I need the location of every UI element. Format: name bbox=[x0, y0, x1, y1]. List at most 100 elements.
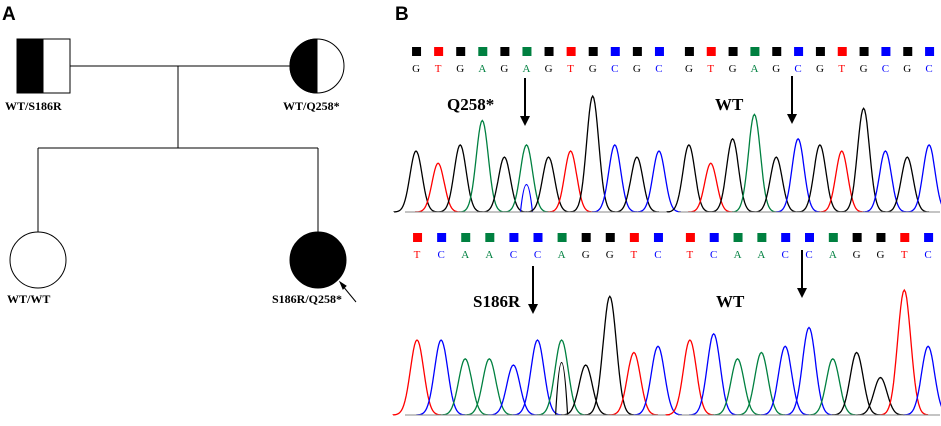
trace-peak bbox=[547, 150, 593, 213]
trace-peak bbox=[569, 94, 615, 213]
base-quality-marker bbox=[757, 233, 767, 242]
trace-peak bbox=[560, 364, 610, 416]
base-call: T bbox=[838, 63, 845, 75]
base-quality-marker bbox=[925, 47, 935, 56]
base-call: C bbox=[782, 249, 789, 261]
base-call: A bbox=[485, 249, 493, 261]
trace-peak bbox=[512, 339, 562, 416]
base-call: G bbox=[606, 249, 614, 261]
trace-peak bbox=[459, 119, 505, 213]
pedigree bbox=[9, 38, 357, 303]
base-quality-marker bbox=[852, 233, 862, 242]
father-affected-half bbox=[16, 38, 44, 94]
base-call: G bbox=[500, 63, 508, 75]
base-call: A bbox=[829, 249, 837, 261]
base-quality-marker bbox=[728, 47, 738, 56]
base-call: C bbox=[510, 249, 517, 261]
base-quality-marker bbox=[706, 47, 716, 56]
base-quality-marker bbox=[859, 47, 869, 56]
mother-circle bbox=[289, 38, 345, 94]
base-call: A bbox=[757, 249, 765, 261]
base-quality-marker bbox=[434, 47, 444, 56]
base-quality-marker bbox=[876, 233, 886, 242]
base-call: A bbox=[558, 249, 566, 261]
mutation-arrowhead bbox=[528, 304, 538, 314]
trace-peak bbox=[689, 332, 738, 416]
trace-peak bbox=[710, 137, 755, 213]
base-quality-marker bbox=[485, 233, 495, 242]
child1-genotype: WT/WT bbox=[7, 292, 50, 306]
chromatogram-2: G T G A G C G T G C G C WT bbox=[666, 47, 941, 213]
base-quality-marker bbox=[781, 233, 791, 242]
base-call: T bbox=[707, 63, 714, 75]
child1-circle bbox=[9, 231, 67, 289]
base-quality-marker bbox=[733, 233, 743, 242]
base-call: C bbox=[654, 249, 661, 261]
base-call: G bbox=[860, 63, 868, 75]
mother-affected-half bbox=[289, 38, 318, 94]
base-quality-marker bbox=[533, 233, 543, 242]
trace-peak bbox=[906, 143, 941, 213]
trace-peak bbox=[688, 162, 733, 213]
base-call: G bbox=[816, 63, 824, 75]
base-quality-marker bbox=[509, 233, 519, 242]
trace-peak bbox=[614, 156, 659, 213]
base-call: G bbox=[412, 63, 420, 75]
proband-arrowhead bbox=[338, 280, 347, 290]
trace-peak bbox=[819, 150, 864, 213]
base-call: C bbox=[655, 63, 662, 75]
base-call: T bbox=[414, 249, 421, 261]
father-genotype: WT/S186R bbox=[5, 99, 62, 113]
panel-a-label: A bbox=[2, 4, 16, 25]
chromatogram-1: G T G A G A G T G C G C Q258* bbox=[393, 47, 681, 213]
base-call: C bbox=[794, 63, 801, 75]
base-call: T bbox=[687, 249, 694, 261]
trace-peak bbox=[784, 326, 833, 416]
base-quality-marker bbox=[924, 233, 934, 242]
trace-peak bbox=[415, 162, 461, 213]
trace-peak bbox=[736, 351, 786, 416]
base-quality-marker bbox=[500, 47, 510, 56]
base-quality-marker bbox=[566, 47, 576, 56]
base-quality-marker bbox=[610, 47, 620, 56]
base-quality-marker bbox=[412, 47, 422, 56]
base-quality-marker bbox=[557, 233, 567, 242]
trace-peak bbox=[884, 156, 930, 213]
chromatogram-4: T C A A C C A G G T C WT bbox=[665, 233, 941, 416]
trace-peak bbox=[862, 150, 908, 213]
base-quality-marker bbox=[588, 47, 598, 56]
trace-peak bbox=[592, 143, 637, 213]
trace-peak bbox=[416, 339, 466, 416]
base-quality-marker bbox=[900, 233, 910, 242]
base-quality-marker bbox=[654, 47, 664, 56]
base-quality-marker bbox=[629, 233, 639, 242]
trace-peak bbox=[481, 156, 527, 213]
base-call: A bbox=[478, 63, 486, 75]
base-call: C bbox=[882, 63, 889, 75]
base-quality-marker bbox=[881, 47, 891, 56]
base-call: G bbox=[589, 63, 597, 75]
base-call: C bbox=[805, 249, 812, 261]
base-call: T bbox=[567, 63, 574, 75]
base-quality-marker bbox=[413, 233, 423, 242]
base-call: T bbox=[630, 249, 637, 261]
base-call: C bbox=[924, 249, 931, 261]
base-call: G bbox=[772, 63, 780, 75]
trace-peak bbox=[536, 339, 586, 416]
trace-peak bbox=[712, 357, 762, 416]
base-call: A bbox=[750, 63, 758, 75]
base-quality-marker bbox=[456, 47, 466, 56]
base-quality-marker bbox=[750, 47, 760, 56]
secondary-peak bbox=[554, 362, 569, 416]
secondary-peak bbox=[519, 184, 534, 213]
base-quality-marker bbox=[837, 47, 847, 56]
mutation-arrowhead bbox=[797, 288, 807, 298]
base-call: G bbox=[545, 63, 553, 75]
base-call: T bbox=[901, 249, 908, 261]
base-quality-marker bbox=[437, 233, 447, 242]
base-call: G bbox=[685, 63, 693, 75]
base-quality-marker bbox=[794, 47, 804, 56]
base-quality-marker bbox=[684, 47, 694, 56]
base-call: C bbox=[925, 63, 932, 75]
